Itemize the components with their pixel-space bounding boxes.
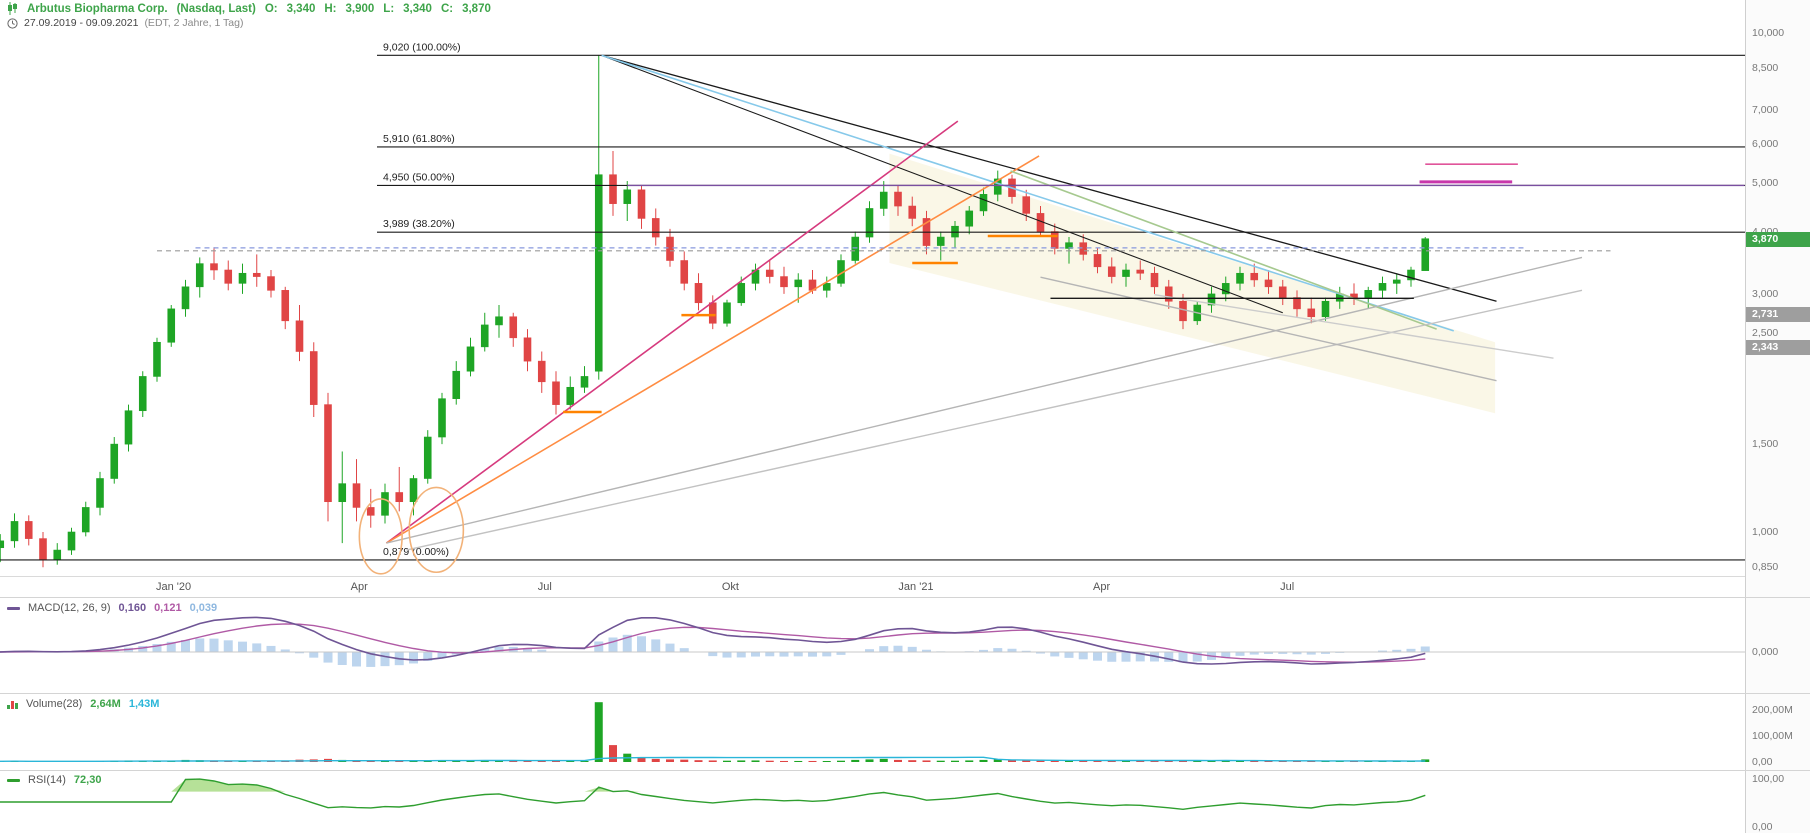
svg-text:Jul: Jul	[538, 581, 552, 593]
macd-indicator-label[interactable]: MACD(12, 26, 9) 0,160 0,121 0,039	[7, 602, 217, 614]
macd-line	[0, 616, 1426, 665]
svg-text:Apr: Apr	[351, 581, 368, 593]
macd-value-2: 0,121	[154, 602, 182, 614]
price-tick-label: 6,000	[1752, 137, 1779, 150]
volume-indicator-label[interactable]: Volume(28) 2,64M 1,43M	[7, 698, 159, 710]
close-label: C:	[440, 2, 454, 15]
volume-tick-label: 100,00M	[1752, 730, 1793, 742]
last-price-badge: 3,870	[1746, 231, 1810, 247]
price-tick-label: 0,850	[1752, 561, 1779, 574]
clock-icon[interactable]	[7, 17, 18, 29]
price-tick-label: 10,000	[1752, 27, 1785, 39]
svg-text:9,020 (100.00%): 9,020 (100.00%)	[383, 41, 461, 53]
price-tick-label: 5,000	[1752, 177, 1779, 190]
svg-text:3,989 (38.20%): 3,989 (38.20%)	[383, 218, 455, 230]
svg-text:Apr: Apr	[1093, 581, 1110, 593]
svg-text:5,910 (61.80%): 5,910 (61.80%)	[383, 133, 455, 145]
rsi-legend-icon	[7, 778, 20, 782]
high-value: 3,900	[345, 2, 375, 15]
macd-histogram	[0, 634, 1430, 667]
price-tick-label: 8,500	[1752, 62, 1779, 75]
macd-value-1: 0,160	[118, 602, 147, 614]
macd-panel-canvas[interactable]	[0, 598, 1745, 693]
timeframe-label: (EDT, 2 Jahre, 1 Tag)	[144, 17, 244, 29]
price-tick-label: 2,500	[1752, 327, 1779, 340]
price-tick-label: 1,500	[1752, 438, 1779, 451]
volume-name[interactable]: Volume(28)	[26, 698, 83, 710]
instrument-venue: (Nasdaq, Last)	[176, 2, 256, 15]
high-label: H:	[324, 2, 337, 15]
panel-separator	[0, 770, 1810, 771]
trendlines-layer[interactable]	[157, 54, 1745, 575]
candles-layer	[0, 55, 1430, 568]
volume-bars	[0, 702, 1430, 762]
svg-text:Jul: Jul	[1280, 581, 1294, 593]
price-tick-label: 1,000	[1752, 526, 1779, 538]
volume-tick-label: 200,00M	[1752, 704, 1793, 716]
svg-text:4,950 (50.00%): 4,950 (50.00%)	[383, 171, 455, 183]
volume-panel-canvas[interactable]	[0, 694, 1745, 769]
rsi-panel-canvas[interactable]	[0, 771, 1745, 833]
volume-average-line	[0, 756, 1426, 763]
macd-value-3: 0,039	[189, 602, 218, 614]
level-badge: 2,343	[1746, 340, 1810, 356]
rsi-indicator-label[interactable]: RSI(14) 72,30	[7, 774, 101, 786]
macd-legend-icon	[7, 606, 20, 610]
svg-text:Jan '21: Jan '21	[898, 581, 933, 593]
chart-header: Arbutus Biopharma Corp. (Nasdaq, Last) O…	[7, 2, 491, 15]
candlestick-icon	[7, 2, 18, 15]
open-label: O:	[264, 2, 278, 15]
rsi-tick-label: 0,00	[1752, 821, 1773, 833]
price-tick-label: 7,000	[1752, 104, 1779, 117]
volume-legend-icon	[7, 699, 18, 709]
chart-subheader: 27.09.2019 - 09.09.2021 (EDT, 2 Jahre, 1…	[7, 17, 243, 29]
instrument-title[interactable]: Arbutus Biopharma Corp.	[27, 2, 168, 15]
close-value: 3,870	[462, 2, 491, 15]
low-label: L:	[383, 2, 395, 15]
fibonacci-retracement[interactable]: 9,020 (100.00%) 5,910 (61.80%) 4,950 (50.0…	[0, 41, 1745, 561]
price-axis[interactable]: 10,0008,5007,0006,0005,0004,0003,0002,50…	[1745, 0, 1810, 833]
price-tick-label: 3,000	[1752, 287, 1779, 300]
svg-text:Okt: Okt	[722, 581, 739, 593]
main-chart-canvas[interactable]: 9,020 (100.00%) 5,910 (61.80%) 4,950 (50.0…	[0, 0, 1745, 597]
date-range[interactable]: 27.09.2019 - 09.09.2021	[24, 17, 139, 29]
svg-text:Jan '20: Jan '20	[156, 581, 191, 593]
rsi-value: 72,30	[73, 774, 102, 786]
volume-value-2: 1,43M	[128, 698, 160, 710]
panel-separator	[0, 693, 1810, 694]
level-badge: 2,731	[1746, 307, 1810, 323]
volume-tick-label: 0,00	[1752, 756, 1773, 768]
open-value: 3,340	[286, 2, 316, 15]
rsi-name[interactable]: RSI(14)	[28, 774, 66, 786]
macd-signal-line	[0, 623, 1426, 663]
rsi-tick-label: 100,00	[1752, 773, 1785, 785]
analysis-shaded-region	[889, 153, 1496, 414]
panel-separator	[0, 597, 1810, 598]
rsi-line	[0, 778, 1426, 811]
macd-zero-label: 0,000	[1752, 646, 1779, 658]
low-value: 3,340	[403, 2, 432, 15]
volume-value-1: 2,64M	[90, 698, 121, 710]
macd-name[interactable]: MACD(12, 26, 9)	[28, 602, 111, 614]
